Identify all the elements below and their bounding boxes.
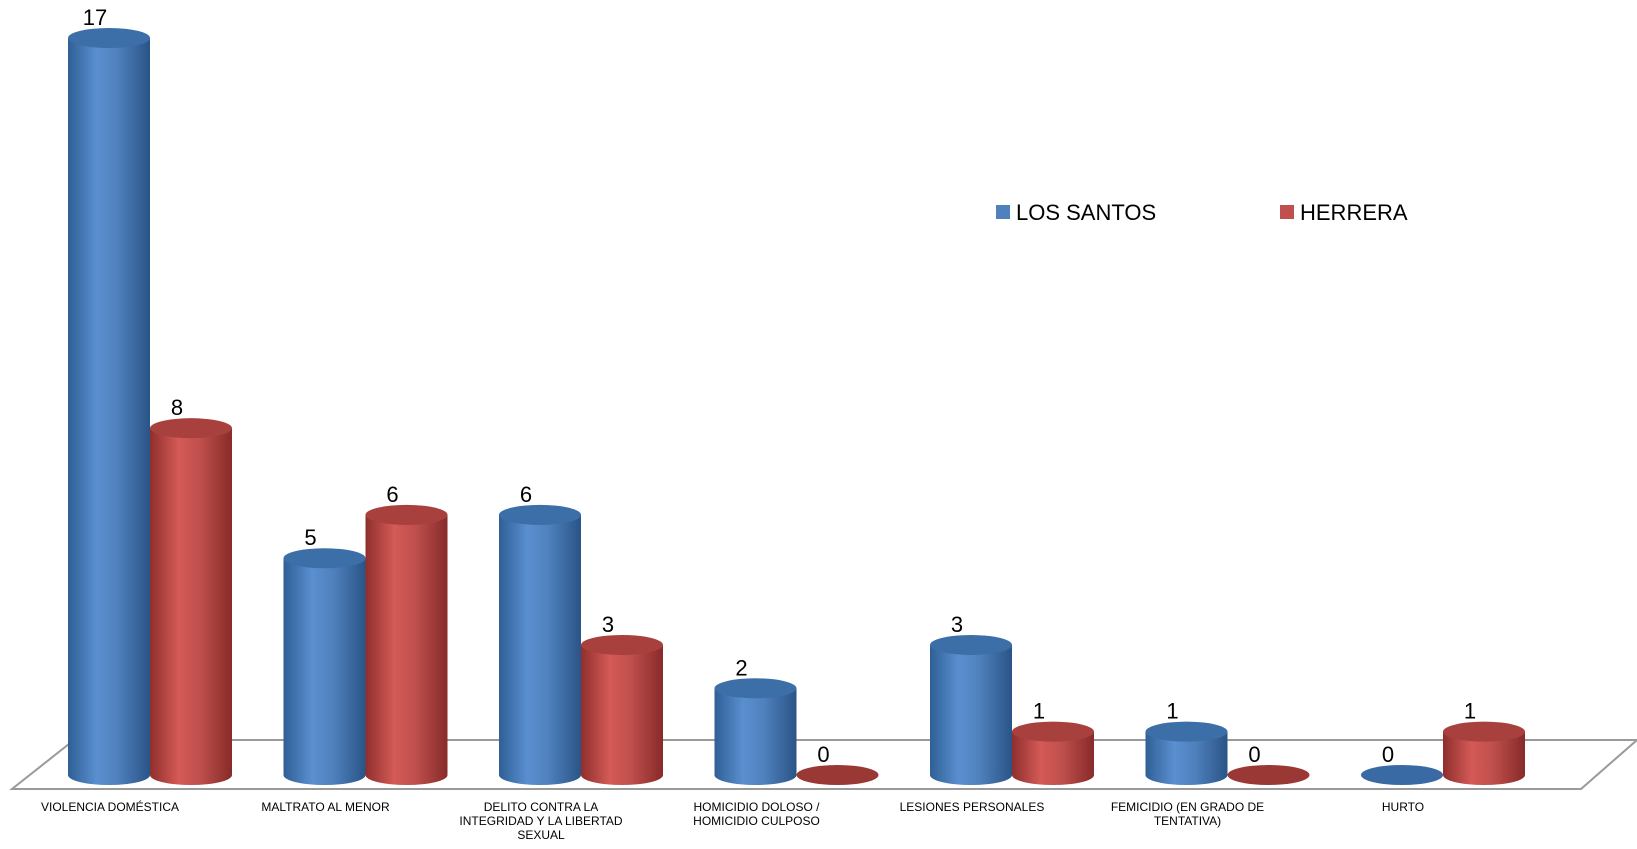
- chart-floor: [9, 739, 1637, 790]
- bar-los-santos-0: [68, 28, 150, 785]
- legend-label-los-santos: LOS SANTOS: [1016, 200, 1156, 225]
- bar-herrera-0: [150, 418, 232, 785]
- category-label-5: FEMICIDIO (EN GRADO DE TENTATIVA): [1111, 800, 1264, 828]
- value-label-herrera-6: 1: [1464, 699, 1476, 724]
- category-label-3: HOMICIDIO DOLOSO / HOMICIDIO CULPOSO: [693, 800, 820, 828]
- value-label-los-santos-0: 17: [83, 5, 107, 30]
- category-label-1: MALTRATO AL MENOR: [261, 800, 390, 814]
- value-label-los-santos-5: 1: [1166, 699, 1178, 724]
- category-label-2: DELITO CONTRA LA INTEGRIDAD Y LA LIBERTAD…: [459, 800, 623, 842]
- bar-los-santos-6: [1361, 765, 1443, 785]
- bar-los-santos-4: [930, 634, 1012, 785]
- labels-layer: 17 8 VIOLENCIA DOMÉSTICA 5 6 MALTRATO AL MENO…: [41, 5, 1476, 842]
- legend-swatch-herrera: [1280, 205, 1294, 219]
- category-label-4: LESIONES PERSONALES: [900, 800, 1045, 814]
- value-label-herrera-4: 1: [1033, 699, 1045, 724]
- value-label-los-santos-3: 2: [735, 655, 747, 680]
- value-label-los-santos-1: 5: [304, 525, 316, 550]
- bar-herrera-1: [365, 504, 448, 785]
- bar-herrera-4: [1012, 721, 1094, 785]
- legend: LOS SANTOS HERRERA: [996, 200, 1408, 225]
- value-label-herrera-0: 8: [171, 395, 183, 420]
- bar-los-santos-1: [283, 548, 366, 785]
- bar-herrera-3: [796, 765, 879, 785]
- value-label-los-santos-2: 6: [520, 482, 532, 507]
- bar-los-santos-2: [499, 504, 581, 785]
- legend-label-herrera: HERRERA: [1300, 200, 1408, 225]
- value-label-los-santos-6: 0: [1382, 742, 1394, 767]
- value-label-herrera-3: 0: [817, 742, 829, 767]
- bar-los-santos-5: [1145, 721, 1228, 785]
- value-label-herrera-1: 6: [386, 482, 398, 507]
- bars-layer: [68, 28, 1525, 785]
- bar-herrera-5: [1227, 765, 1310, 785]
- category-label-6: HURTO: [1382, 800, 1424, 814]
- legend-swatch-los-santos: [996, 205, 1010, 219]
- bar-los-santos-3: [714, 678, 797, 785]
- bar-herrera-2: [581, 634, 663, 785]
- value-label-herrera-5: 0: [1248, 742, 1260, 767]
- bar-herrera-6: [1443, 721, 1525, 785]
- value-label-herrera-2: 3: [602, 612, 614, 637]
- value-label-los-santos-4: 3: [951, 612, 963, 637]
- category-label-0: VIOLENCIA DOMÉSTICA: [41, 799, 179, 814]
